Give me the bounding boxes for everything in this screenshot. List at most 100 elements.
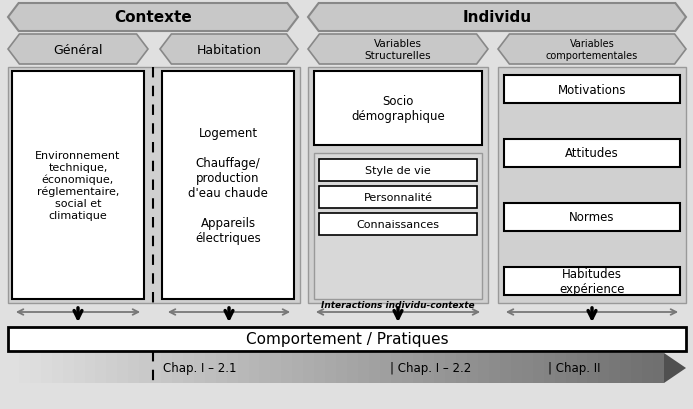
Bar [423,353,435,383]
Bar [456,353,468,383]
Bar [336,353,347,383]
Bar [238,353,249,383]
Bar [161,353,173,383]
Bar [292,353,304,383]
Text: Motivations: Motivations [558,83,626,96]
Bar [314,154,482,299]
Bar [270,353,282,383]
Bar [96,353,107,383]
Text: Connaissances: Connaissances [356,220,439,229]
Bar [172,353,184,383]
Bar [554,353,566,383]
Text: Style de vie: Style de vie [365,166,431,175]
Polygon shape [160,35,298,65]
Bar [8,327,686,351]
Polygon shape [308,4,686,32]
Text: Habitation: Habitation [197,43,261,56]
Bar [319,213,477,236]
Bar [504,204,680,231]
Bar [216,353,227,383]
Bar [511,353,523,383]
Polygon shape [498,35,686,65]
Polygon shape [308,35,488,65]
Text: Logement

Chauffage/
production
d'eau chaude

Appareils
électriques: Logement Chauffage/ production d'eau cha… [188,127,268,245]
Bar [150,353,161,383]
Bar [446,353,457,383]
Bar [504,139,680,168]
Text: Normes: Normes [569,211,615,224]
Bar [391,353,402,383]
Bar [259,353,271,383]
Bar [194,353,205,383]
Text: | Chap. I – 2.2: | Chap. I – 2.2 [390,362,471,375]
Bar [544,353,555,383]
Bar [12,72,144,299]
Bar [478,353,489,383]
Bar [314,72,482,146]
Bar [588,353,599,383]
Bar [369,353,380,383]
Bar [183,353,194,383]
Bar [504,76,680,104]
Bar [41,353,52,383]
Text: Général: Général [53,43,103,56]
Bar [565,353,577,383]
Polygon shape [664,353,686,383]
Bar [620,353,632,383]
Bar [358,353,369,383]
Text: Personnalité: Personnalité [364,193,432,202]
Bar [522,353,534,383]
Bar [489,353,500,383]
Bar [435,353,446,383]
Bar [249,353,260,383]
Bar [500,353,511,383]
Bar [62,353,74,383]
Bar [8,353,19,383]
Text: Attitudes: Attitudes [565,147,619,160]
Bar [598,353,610,383]
Text: Socio
démographique: Socio démographique [351,95,445,123]
Bar [319,160,477,182]
Bar [412,353,424,383]
Bar [128,353,140,383]
Bar [467,353,479,383]
Bar [504,267,680,295]
Bar [227,353,238,383]
Bar [577,353,588,383]
Polygon shape [8,35,148,65]
Bar [19,353,30,383]
Bar [8,68,300,303]
Bar [107,353,118,383]
Bar [281,353,292,383]
Bar [653,353,665,383]
Bar [314,353,326,383]
Bar [609,353,621,383]
Bar [642,353,653,383]
Bar [205,353,216,383]
Bar [85,353,96,383]
Bar [631,353,642,383]
Bar [380,353,391,383]
Text: | Chap. II: | Chap. II [548,362,601,375]
Text: Variables
Structurelles: Variables Structurelles [365,39,431,61]
Bar [308,68,488,303]
Bar [30,353,42,383]
Bar [139,353,150,383]
Text: Contexte: Contexte [114,11,192,25]
Text: Chap. I – 2.1: Chap. I – 2.1 [163,362,236,375]
Text: Interactions individu-contexte: Interactions individu-contexte [321,301,475,310]
Bar [162,72,294,299]
Polygon shape [8,4,298,32]
Bar [304,353,315,383]
Text: Comportement / Pratiques: Comportement / Pratiques [246,332,448,347]
Bar [52,353,63,383]
Bar [498,68,686,303]
Bar [73,353,85,383]
Bar [347,353,358,383]
Text: Habitudes
expérience: Habitudes expérience [559,267,625,295]
Text: Individu: Individu [462,11,532,25]
Bar [117,353,129,383]
Bar [325,353,337,383]
Bar [402,353,413,383]
Text: Environnement
technique,
économique,
réglementaire,
social et
climatique: Environnement technique, économique, rég… [35,151,121,220]
